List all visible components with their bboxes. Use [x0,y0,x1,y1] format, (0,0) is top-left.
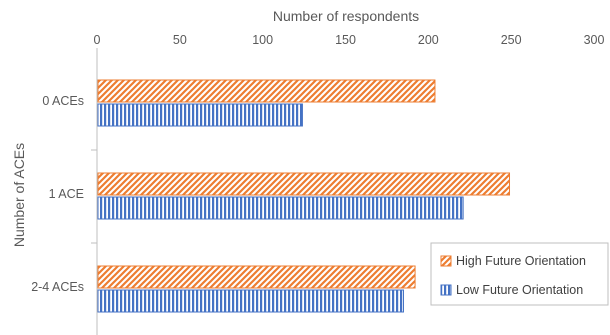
category-label: 1 ACE [49,187,84,201]
legend-swatch-high [440,255,452,267]
legend-swatch-low [440,284,452,296]
bar-low-future-orientation [97,289,404,313]
category-label: 0 ACEs [42,94,84,108]
bar-high-future-orientation [97,265,416,289]
legend-label-low: Low Future Orientation [456,283,583,297]
bar-high-future-orientation [97,79,436,103]
y-axis-title: Number of ACEs [11,143,27,247]
x-axis-title: Number of respondents [273,8,419,24]
x-tick-label: 250 [501,33,522,47]
category-label: 2-4 ACEs [31,280,84,294]
bar-low-future-orientation [97,196,464,220]
bar-low-future-orientation [97,103,303,127]
bars [97,79,511,313]
x-axis-ticks: 0 50 100 150 200 250 300 [94,33,605,47]
legend-box [430,242,609,306]
x-tick-label: 150 [335,33,356,47]
x-tick-label: 100 [252,33,273,47]
x-tick-label: 200 [418,33,439,47]
x-tick-label: 0 [94,33,101,47]
x-tick-label: 300 [584,33,605,47]
bar-high-future-orientation [97,172,511,196]
category-labels: 0 ACEs 1 ACE 2-4 ACEs [31,94,97,294]
legend: High Future Orientation Low Future Orien… [430,242,609,306]
x-tick-label: 50 [173,33,187,47]
legend-label-high: High Future Orientation [456,254,586,268]
